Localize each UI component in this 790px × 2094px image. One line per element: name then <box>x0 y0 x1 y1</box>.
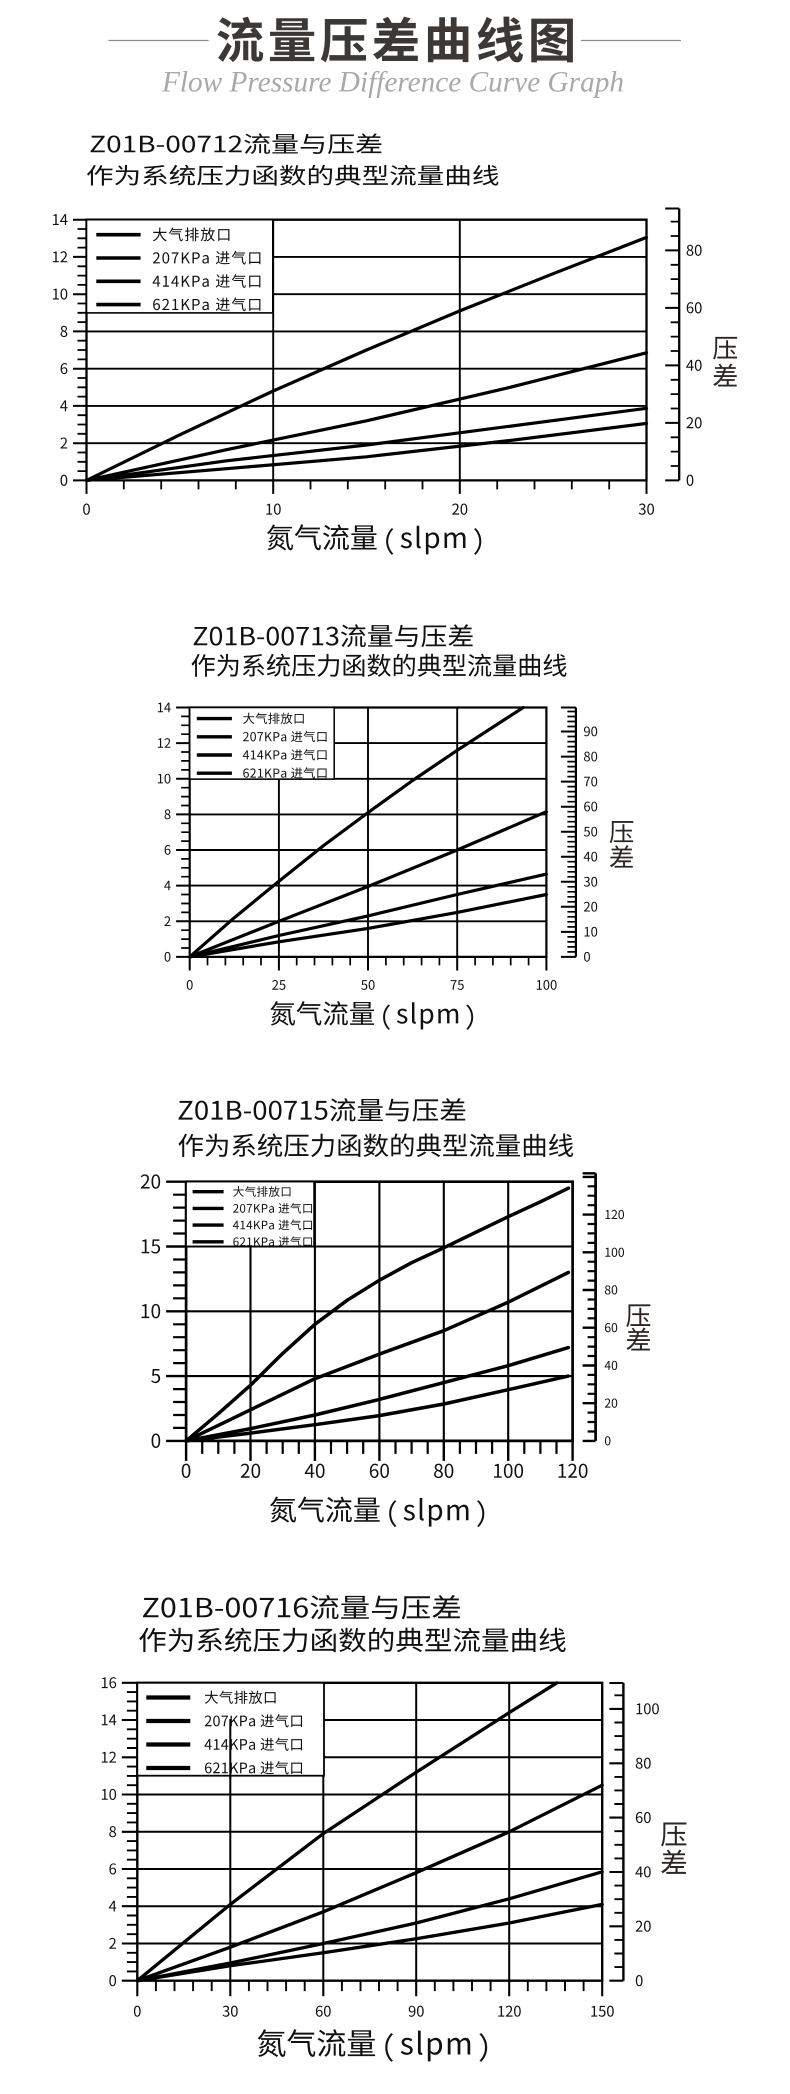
svg-text:Flow Pressure Difference Curve: Flow Pressure Difference Curve Graph <box>161 66 624 99</box>
